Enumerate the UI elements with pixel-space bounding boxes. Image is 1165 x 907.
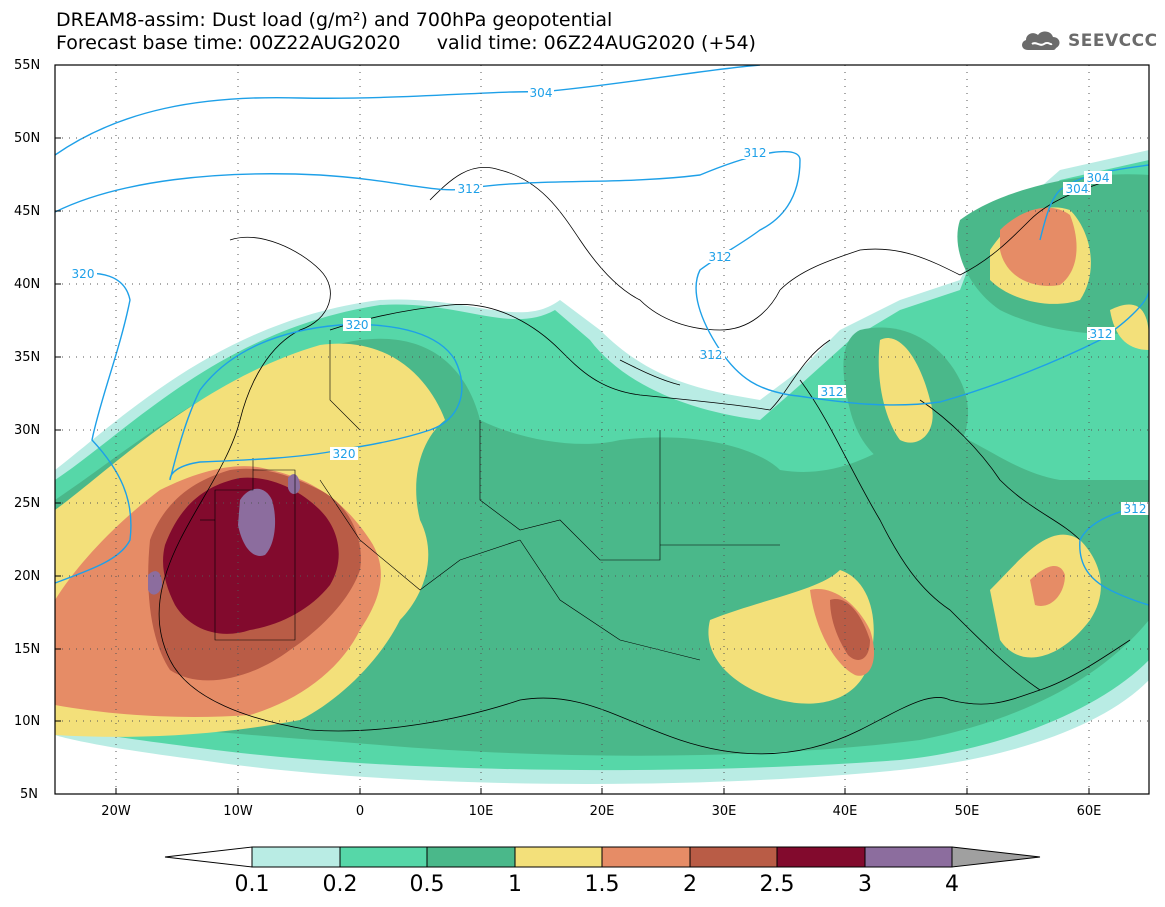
- contour-label: 320: [346, 318, 369, 332]
- contour-label: 312: [744, 146, 767, 160]
- lon-label: 10E: [468, 804, 494, 819]
- lon-label: 20W: [101, 804, 131, 819]
- lat-label: 40N: [14, 277, 41, 292]
- graticule: [55, 65, 1149, 794]
- colorbar-label: 0.2: [322, 872, 358, 897]
- contour-label: 304: [1066, 182, 1089, 196]
- contour-label: 312: [1124, 502, 1147, 516]
- lon-label: 10W: [223, 804, 253, 819]
- lat-label: 30N: [14, 423, 41, 438]
- lat-label: 35N: [14, 350, 41, 365]
- lon-label: 40E: [832, 804, 858, 819]
- contour-label: 320: [333, 447, 356, 461]
- contour-label: 304: [1087, 171, 1110, 185]
- colorbar-label: 1: [508, 872, 522, 897]
- lat-label: 20N: [14, 569, 41, 584]
- borders: [200, 340, 780, 661]
- cloud-icon: [1022, 31, 1060, 50]
- contour-label: 320: [72, 267, 95, 281]
- contour-labels: 304 312 312 312 312 312 320 320 320 304 …: [72, 86, 1147, 516]
- contour-label: 312: [458, 182, 481, 196]
- seevccc-logo: SEEVCCC: [1018, 27, 1158, 55]
- colorbar-label: 1.5: [584, 872, 620, 897]
- contour-label: 312: [700, 348, 723, 362]
- colorbar-label: 0.1: [234, 872, 270, 897]
- lon-label: 20E: [589, 804, 615, 819]
- colorbar-label: 3: [858, 872, 872, 897]
- contour-label: 312: [1090, 327, 1113, 341]
- colorbar-label: 0.5: [409, 872, 445, 897]
- lat-label: 50N: [14, 131, 41, 146]
- map-subtitle: Forecast base time: 00Z22AUG2020 valid t…: [56, 32, 756, 54]
- lon-label: 30E: [711, 804, 737, 819]
- logo-text: SEEVCCC: [1068, 31, 1158, 51]
- lat-label: 55N: [14, 58, 41, 73]
- contour-label: 312: [821, 385, 844, 399]
- contour-label-boxes: [69, 86, 1149, 515]
- contour-label: 304: [530, 86, 553, 100]
- colorbar-label: 2.5: [759, 872, 795, 897]
- lat-label: 25N: [14, 496, 41, 511]
- colorbar-label: 2: [683, 872, 697, 897]
- geopotential-contours: [55, 65, 1149, 606]
- dust-field-purple: [148, 474, 300, 595]
- lon-label: 0: [355, 804, 365, 819]
- map-title: DREAM8-assim: Dust load (g/m²) and 700hP…: [56, 9, 613, 31]
- lat-label: 15N: [14, 642, 41, 657]
- axis-ticks: [55, 64, 1090, 794]
- colorbar-label: 4: [945, 872, 959, 897]
- lat-label: 5N: [20, 787, 38, 802]
- lat-label: 10N: [14, 714, 41, 729]
- lat-label: 45N: [14, 204, 41, 219]
- lon-label: 50E: [954, 804, 980, 819]
- lon-label: 60E: [1076, 804, 1102, 819]
- contour-label: 312: [709, 250, 732, 264]
